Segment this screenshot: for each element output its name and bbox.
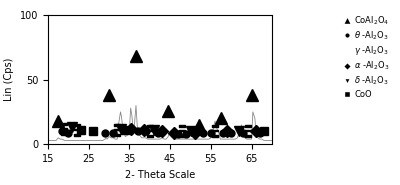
X-axis label: 2- Theta Scale: 2- Theta Scale — [125, 170, 195, 180]
Legend: CoAl$_2$O$_4$, $\theta$ -Al$_2$O$_3$, $\gamma$ -Al$_2$O$_3$, $\alpha$ -Al$_2$O$_: CoAl$_2$O$_4$, $\theta$ -Al$_2$O$_3$, $\… — [342, 13, 391, 100]
Y-axis label: Lin (Cps): Lin (Cps) — [4, 58, 14, 101]
